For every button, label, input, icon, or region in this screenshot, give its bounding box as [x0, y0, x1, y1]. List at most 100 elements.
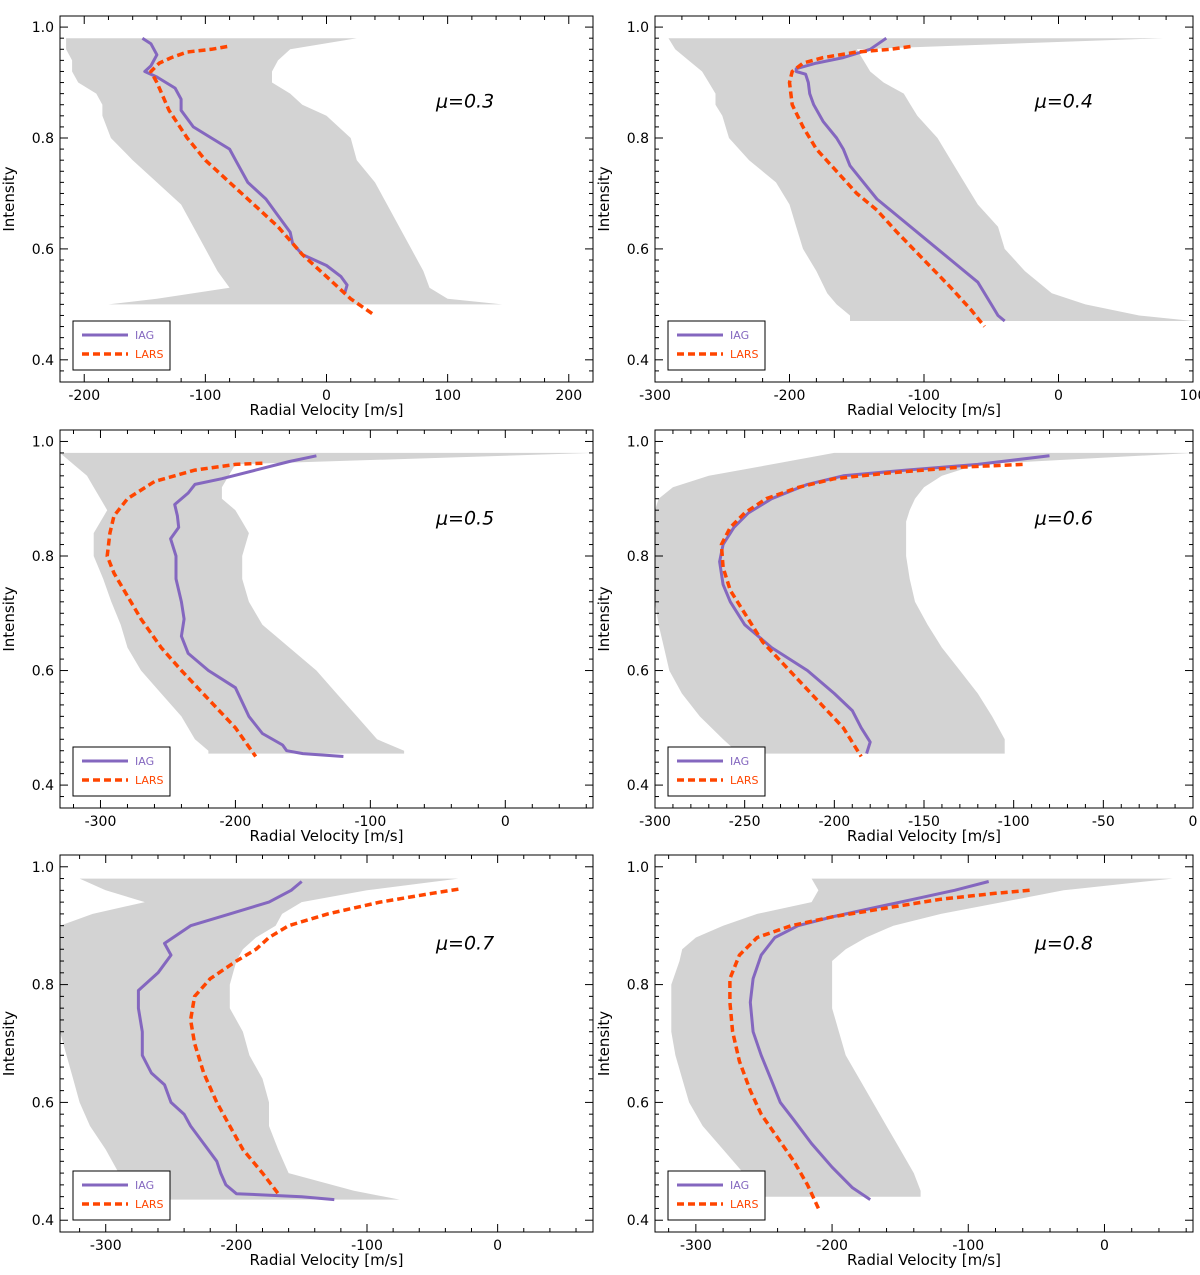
- y-tick-label: 0.6: [32, 1095, 54, 1111]
- series-line-iag: [794, 36, 1006, 323]
- variance-band: [66, 38, 503, 305]
- mu-label: μ=0.3: [435, 91, 494, 113]
- x-tick-label: -100: [354, 814, 386, 830]
- x-tick-label: 200: [555, 388, 582, 404]
- x-tick-label: -200: [68, 388, 100, 404]
- series-line-iag: [748, 880, 990, 1201]
- legend: IAG LARS: [72, 320, 171, 371]
- x-tick-label: -100: [351, 1238, 383, 1254]
- y-tick-label: 0.8: [627, 549, 649, 565]
- series-line-lars: [719, 462, 1023, 758]
- y-tick-label: 0.8: [32, 131, 54, 147]
- x-tick-label: 0: [1189, 814, 1198, 830]
- x-tick-label: -250: [729, 814, 761, 830]
- y-tick-label: 0.6: [32, 664, 54, 680]
- y-axis-label: Intensity: [0, 166, 18, 231]
- y-tick-label: 0.8: [627, 978, 649, 994]
- y-tick-label: 0.4: [627, 778, 649, 794]
- series-line-lars: [728, 888, 1030, 1210]
- mu-label: μ=0.4: [1034, 91, 1093, 113]
- x-tick-label: -200: [220, 814, 252, 830]
- x-tick-label: -300: [680, 1238, 712, 1254]
- y-tick-label: 1.0: [32, 434, 54, 450]
- y-axis-label: Intensity: [0, 586, 18, 651]
- variance-band: [671, 878, 1173, 1197]
- legend: IAG LARS: [667, 746, 766, 797]
- x-tick-label: 0: [1054, 388, 1063, 404]
- x-tick-label: -300: [90, 1238, 122, 1254]
- series-line-iag: [718, 454, 1050, 755]
- mu-label: μ=0.5: [435, 508, 494, 530]
- mu-label: μ=0.7: [435, 932, 494, 954]
- x-tick-label: -100: [189, 388, 221, 404]
- x-tick-label: -150: [908, 814, 940, 830]
- legend-label-iag: IAG: [135, 755, 154, 768]
- y-tick-label: 0.6: [627, 242, 649, 258]
- legend-label-iag: IAG: [135, 1179, 154, 1192]
- variance-band: [60, 878, 459, 1200]
- panel-4: -300 -250 -200 -150 -100 -50 0 0.4 0.6 0.8 1.0 Radi…: [595, 429, 1198, 845]
- legend: IAG LARS: [667, 320, 766, 371]
- legend-label-iag: IAG: [730, 1179, 749, 1192]
- x-tick-label: -200: [774, 388, 806, 404]
- y-axis-label: Intensity: [595, 166, 613, 231]
- panel-1: -200 -100 0 100 200 0.4 0.6 0.8 1.0 Radial Veloci…: [0, 15, 594, 419]
- legend-box: [667, 320, 766, 371]
- legend-box: [667, 1170, 766, 1221]
- y-tick-label: 0.4: [32, 1213, 54, 1229]
- panel-6: -300 -200 -100 0 0.4 0.6 0.8 1.0 Radial Velocity…: [595, 854, 1194, 1269]
- x-tick-label: -200: [818, 814, 850, 830]
- y-tick-label: 1.0: [627, 860, 649, 876]
- legend: IAG LARS: [72, 1170, 171, 1221]
- y-tick-label: 0.6: [32, 242, 54, 258]
- x-tick-label: -200: [816, 1238, 848, 1254]
- series-line-lars: [188, 887, 459, 1195]
- x-tick-label: -100: [998, 814, 1030, 830]
- y-tick-label: 0.4: [627, 1213, 649, 1229]
- variance-band: [655, 452, 1193, 754]
- series-line-iag: [169, 454, 344, 758]
- x-tick-label: -300: [639, 388, 671, 404]
- x-tick-label: 0: [1100, 1238, 1109, 1254]
- variance-band: [60, 452, 593, 754]
- y-tick-label: 1.0: [627, 20, 649, 36]
- legend-box: [72, 320, 171, 371]
- legend-label-lars: LARS: [730, 774, 759, 787]
- series-line-iag: [141, 36, 349, 294]
- legend-box: [72, 746, 171, 797]
- legend: IAG LARS: [72, 746, 171, 797]
- legend-label-lars: LARS: [135, 774, 164, 787]
- y-tick-label: 0.8: [32, 549, 54, 565]
- x-tick-label: 100: [434, 388, 461, 404]
- x-tick-label: 100: [1180, 388, 1200, 404]
- plot-frame: [59, 429, 594, 809]
- y-axis-label: Intensity: [595, 586, 613, 651]
- legend-label-iag: IAG: [730, 755, 749, 768]
- y-tick-label: 1.0: [32, 20, 54, 36]
- legend-label-iag: IAG: [730, 329, 749, 342]
- legend-label-iag: IAG: [135, 329, 154, 342]
- series-line-lars: [787, 44, 986, 328]
- x-tick-label: -300: [639, 814, 671, 830]
- series-line-lars: [149, 44, 376, 317]
- x-tick-label: 0: [322, 388, 331, 404]
- y-axis-label: Intensity: [0, 1011, 18, 1076]
- y-tick-label: 0.4: [32, 778, 54, 794]
- y-tick-label: 0.6: [627, 1095, 649, 1111]
- legend: IAG LARS: [667, 1170, 766, 1221]
- mu-label: μ=0.8: [1034, 932, 1093, 954]
- x-axis-label: Radial Velocity [m/s]: [250, 1251, 404, 1269]
- x-axis-label: Radial Velocity [m/s]: [847, 827, 1001, 845]
- legend-box: [72, 1170, 171, 1221]
- legend-label-lars: LARS: [135, 348, 164, 361]
- panel-2: -300 -200 -100 0 100 0.4 0.6 0.8 1.0 Radial Veloc…: [595, 15, 1200, 419]
- series-line-iag: [136, 880, 335, 1202]
- x-tick-label: 0: [501, 814, 510, 830]
- x-tick-label: 0: [493, 1238, 502, 1254]
- x-tick-label: -300: [85, 814, 117, 830]
- y-tick-label: 0.4: [32, 353, 54, 369]
- x-axis-label: Radial Velocity [m/s]: [847, 401, 1001, 419]
- legend-label-lars: LARS: [730, 348, 759, 361]
- y-tick-label: 0.6: [627, 664, 649, 680]
